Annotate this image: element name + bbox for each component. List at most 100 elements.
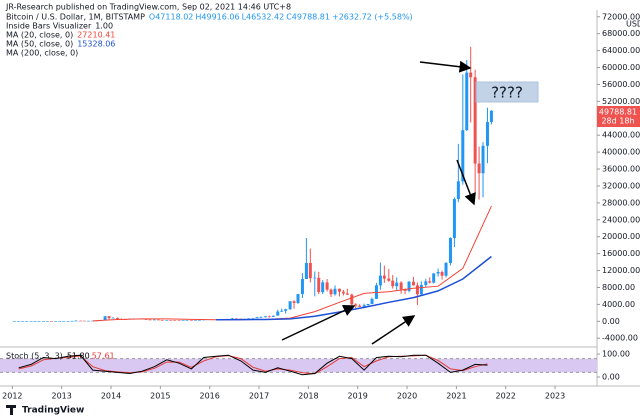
- x-tick-label: 2020: [397, 392, 417, 401]
- candle-body: [193, 320, 197, 321]
- legend-label: MA (50, close, 0): [6, 40, 73, 49]
- candle-body: [415, 285, 419, 295]
- candle-body: [358, 305, 362, 307]
- candle-body: [362, 305, 366, 307]
- arrow: [456, 159, 476, 206]
- x-tick-label: 2019: [348, 392, 368, 401]
- y-tick-label: 20000.00: [602, 232, 640, 241]
- candle-body: [58, 321, 62, 322]
- candle-body: [456, 181, 460, 200]
- y-tick-label: 56000.00: [602, 80, 640, 89]
- candle-body: [300, 279, 304, 295]
- stoch-value: 51.80: [67, 352, 90, 361]
- candle-body: [54, 321, 58, 322]
- published-note: JR-Research published on TradingView.com…: [5, 3, 291, 12]
- y-tick-label: 4000.00: [602, 300, 635, 309]
- candle-body: [181, 320, 185, 321]
- price-label-box: [597, 106, 640, 127]
- candle-body: [366, 303, 370, 306]
- candle-body: [329, 289, 333, 295]
- candle-body: [82, 320, 86, 322]
- x-tick-label: 2018: [298, 392, 318, 401]
- candle-body: [74, 320, 78, 322]
- candle-body: [284, 309, 288, 311]
- candle-body: [107, 316, 111, 319]
- candle-body: [333, 288, 337, 295]
- y-tick-label: 8000.00: [602, 283, 635, 292]
- candle-body: [115, 317, 119, 319]
- candle-body: [354, 304, 358, 306]
- candle-body: [267, 316, 271, 317]
- candle-body: [411, 281, 415, 286]
- ohlc-value: O47118.02: [149, 13, 193, 22]
- candle-body: [251, 318, 255, 319]
- candle-body: [391, 280, 395, 287]
- legend: Bitcoin / U.S. Dollar, 1M, BITSTAMP O4711…: [6, 13, 413, 361]
- candle-body: [436, 272, 440, 274]
- y-tick-label: 36000.00: [602, 165, 640, 174]
- candle-body: [247, 318, 251, 319]
- candle-body: [440, 272, 444, 276]
- candle-body: [86, 320, 90, 322]
- candle-body: [399, 282, 403, 290]
- candle-body: [304, 262, 308, 280]
- candle-body: [444, 262, 448, 276]
- candle-body: [144, 319, 148, 320]
- ohlc-value: H49916.06: [195, 13, 239, 22]
- candle-body: [230, 318, 234, 320]
- candle-body: [197, 319, 201, 321]
- candle-body: [263, 316, 267, 318]
- candle-body: [469, 72, 473, 78]
- candle-body: [33, 321, 37, 322]
- symbol-name: Bitcoin / U.S. Dollar, 1M, BITSTAMP: [6, 13, 145, 22]
- arrow: [281, 305, 356, 341]
- bar-countdown: 28d 18h: [601, 117, 634, 126]
- indicator-name: MA (200, close, 0): [6, 49, 78, 58]
- candle-body: [111, 317, 115, 319]
- y-tick-label: 68000.00: [602, 29, 640, 38]
- candle-body: [12, 321, 16, 322]
- candle-body: [485, 122, 489, 146]
- x-tick-label: 2013: [51, 392, 71, 401]
- candle-body: [317, 277, 321, 293]
- legend-value: 15328.06: [77, 40, 115, 49]
- stoch-line: [18, 354, 488, 376]
- candle-body: [156, 319, 160, 321]
- x-tick-label: 2022: [496, 392, 516, 401]
- y-tick-label: 0.00: [602, 317, 620, 326]
- candle-body: [428, 281, 432, 283]
- candle-body: [489, 110, 493, 123]
- annotation-text: ????: [491, 84, 523, 102]
- y-tick-label: 52000.00: [602, 97, 640, 106]
- x-tick-label: 2014: [101, 392, 121, 401]
- currency: USD: [626, 20, 640, 29]
- candle-body: [288, 301, 292, 310]
- candle-body: [308, 262, 312, 279]
- candle-body: [432, 273, 436, 283]
- candle-body: [185, 320, 189, 321]
- legend-label: MA (20, close, 0): [6, 31, 73, 40]
- plot-area: -4000.00 0.00 4000.00 8000.00 12000.00 16000.…: [0, 12, 640, 401]
- x-tick-label: 2012: [2, 392, 22, 401]
- candle-body: [370, 298, 374, 304]
- candle-body: [403, 289, 407, 291]
- legend-value: 27210.41: [77, 31, 115, 40]
- candle-body: [448, 237, 452, 263]
- candle-body: [70, 320, 74, 322]
- candle-body: [321, 282, 325, 293]
- candle-body: [91, 320, 95, 322]
- candle-body: [259, 317, 263, 318]
- y-tick-label: 60000.00: [602, 63, 640, 72]
- candle-body: [62, 321, 66, 322]
- candle-body: [325, 282, 329, 290]
- candle-body: [473, 77, 477, 164]
- candle-body: [165, 320, 169, 321]
- annotation-box: [475, 81, 539, 103]
- candle-body: [271, 315, 275, 317]
- y-tick-label: 12000.00: [602, 266, 640, 275]
- candle-body: [345, 293, 349, 295]
- candle-body: [292, 301, 296, 303]
- y-tick-label: 64000.00: [602, 46, 640, 55]
